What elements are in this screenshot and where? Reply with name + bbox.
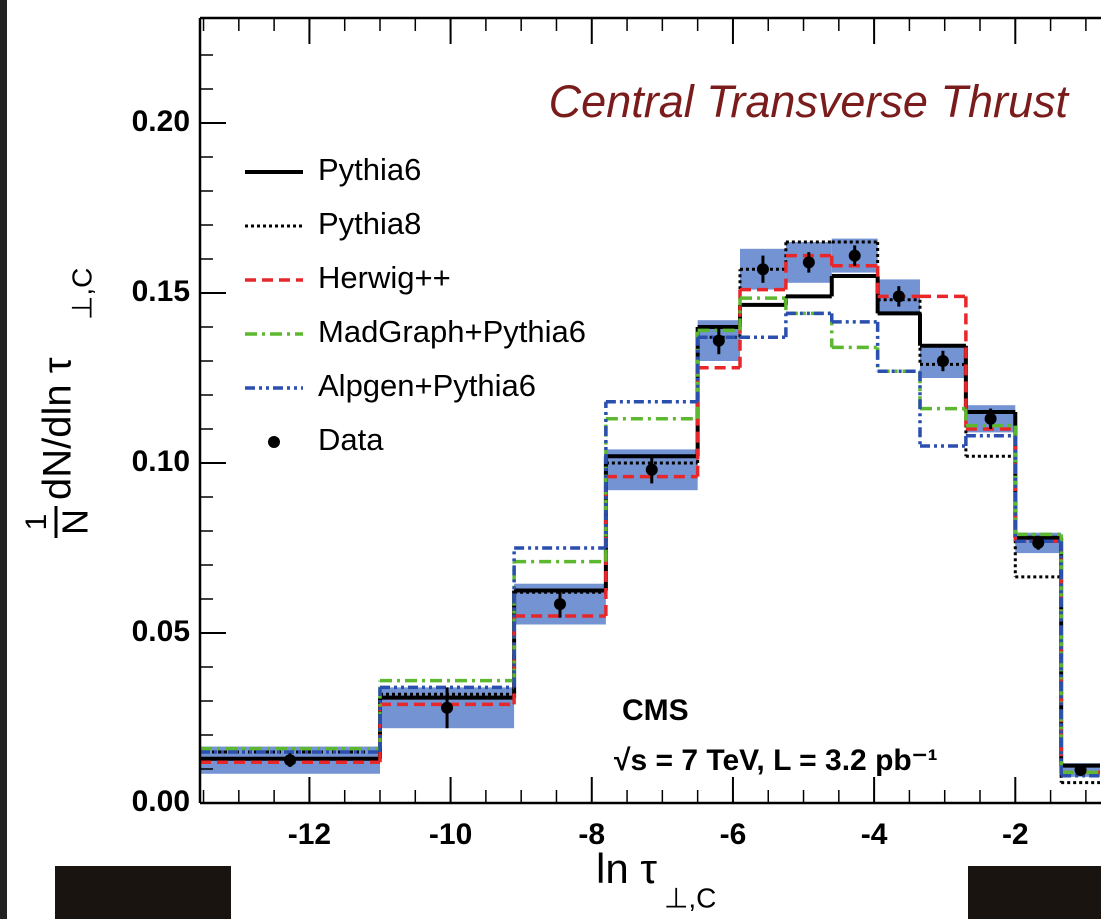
x-tick-label: -6 bbox=[720, 818, 747, 851]
y-axis-label: 1 N dN/dln τ ⊥,C bbox=[20, 268, 97, 538]
left-edge bbox=[0, 0, 7, 919]
data-point bbox=[802, 256, 815, 269]
annotation: √s = 7 TeV, L = 3.2 pb⁻¹ bbox=[614, 744, 938, 777]
legend-label: Herwig++ bbox=[318, 260, 451, 295]
data-point bbox=[936, 355, 949, 367]
legend-label: Data bbox=[318, 422, 384, 457]
y-label-subscript: ⊥,C bbox=[66, 268, 97, 320]
legend-label: Pythia6 bbox=[318, 152, 421, 187]
data-point bbox=[712, 334, 725, 347]
y-tick-label: 0.15 bbox=[132, 275, 190, 308]
data-point bbox=[1074, 764, 1087, 777]
x-tick-label: -10 bbox=[429, 818, 472, 851]
data-point bbox=[848, 249, 861, 262]
x-tick-label: -4 bbox=[861, 818, 888, 851]
x-axis-label-subscript: ⊥,C bbox=[664, 882, 716, 913]
y-label-numerator: 1 bbox=[20, 514, 53, 531]
chart-title: Central Transverse Thrust bbox=[549, 76, 1071, 127]
y-tick-label: 0.00 bbox=[132, 785, 190, 818]
legend-marker bbox=[268, 436, 280, 448]
x-tick-label: -2 bbox=[1002, 818, 1029, 851]
legend-label: Alpgen+Pythia6 bbox=[318, 368, 536, 403]
annotation: CMS bbox=[622, 694, 689, 727]
legend-label: Pythia8 bbox=[318, 206, 421, 241]
thumbnail bbox=[55, 866, 231, 919]
y-tick-label: 0.20 bbox=[132, 105, 190, 138]
y-label-main: dN/dln τ bbox=[36, 357, 80, 500]
data-point bbox=[892, 290, 905, 303]
data-point bbox=[645, 463, 658, 476]
data-point bbox=[984, 412, 997, 425]
data-point bbox=[756, 263, 769, 276]
x-axis-label: ln τ bbox=[596, 845, 657, 892]
y-label-denominator: N bbox=[55, 509, 96, 535]
x-tick-label: -12 bbox=[288, 818, 331, 851]
data-point bbox=[1032, 536, 1045, 549]
y-tick-label: 0.05 bbox=[132, 615, 190, 648]
plot-area: 0.00 0.05 0.10 0.15 0.20 -12 -10 -8 -6 -4 -2 Pythia… bbox=[132, 16, 1101, 851]
thumbnail bbox=[968, 866, 1101, 919]
legend-label: MadGraph+Pythia6 bbox=[318, 314, 586, 349]
data-point bbox=[284, 754, 296, 767]
data-point bbox=[554, 598, 566, 611]
data-point bbox=[441, 701, 454, 714]
x-tick-label: -8 bbox=[578, 818, 605, 851]
y-tick-label: 0.10 bbox=[132, 445, 190, 478]
